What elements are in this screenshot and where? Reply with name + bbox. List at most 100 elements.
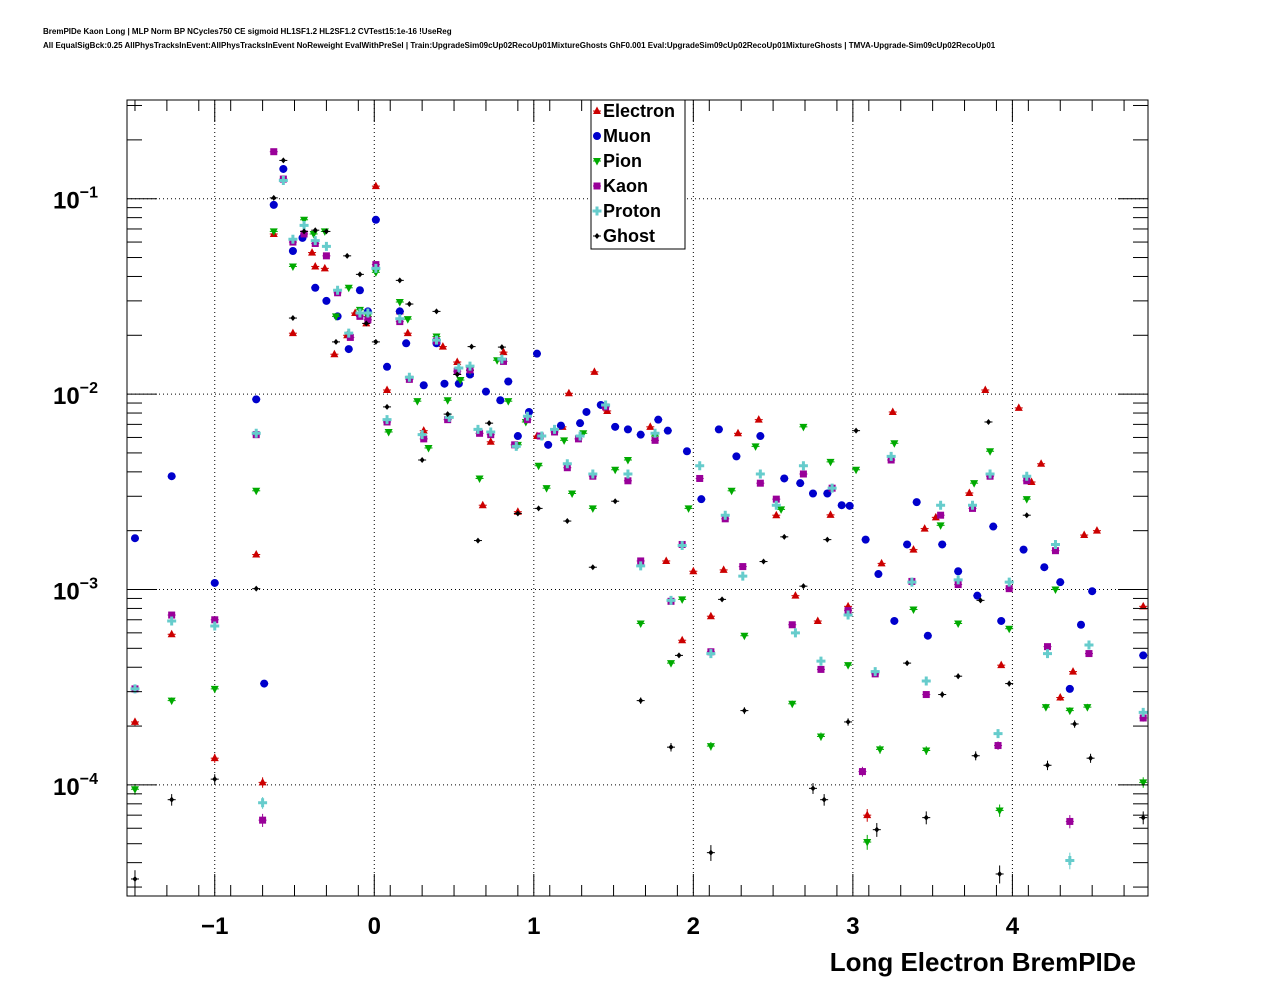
data-point-kaon — [1066, 817, 1074, 825]
data-point-ghost — [676, 652, 682, 659]
x-tick-label: 3 — [846, 913, 859, 940]
data-point-muon — [167, 472, 176, 481]
data-point-electron — [383, 385, 392, 393]
data-point-electron — [706, 611, 715, 620]
data-point-ghost — [1006, 680, 1012, 687]
data-point-proton — [738, 571, 748, 581]
data-point-muon — [402, 339, 411, 348]
data-point-ghost — [800, 583, 806, 590]
data-point-kaon — [346, 333, 354, 341]
data-point-electron — [371, 181, 380, 190]
data-point-muon — [395, 307, 404, 316]
data-point-ghost — [515, 510, 521, 517]
data-point-electron — [1037, 459, 1046, 467]
data-point-kaon — [270, 148, 278, 156]
data-point-muon — [582, 407, 591, 416]
data-point-proton — [755, 469, 765, 479]
data-point-muon — [383, 362, 392, 371]
data-point-kaon — [211, 616, 219, 624]
data-point-kaon — [937, 511, 945, 519]
data-point-proton — [650, 428, 660, 438]
data-point-electron — [754, 415, 763, 423]
data-point-pion — [1022, 496, 1031, 504]
legend-label-kaon: Kaon — [603, 176, 648, 196]
data-point-pion — [534, 462, 543, 471]
legend-marker-electron — [593, 106, 601, 114]
x-tick-label: 2 — [687, 913, 700, 940]
data-point-pion — [288, 263, 297, 271]
data-point-proton — [771, 500, 781, 510]
data-point-electron — [909, 545, 918, 553]
data-point-ghost — [486, 420, 492, 427]
data-point-electron — [590, 367, 599, 375]
data-point-pion — [678, 596, 687, 604]
data-point-muon — [544, 440, 553, 449]
data-point-ghost — [363, 320, 369, 327]
data-point-electron — [888, 407, 897, 415]
data-point-proton — [1050, 539, 1060, 549]
chart-title-line-2: All EqualSigBck:0.25 AllPhysTracksInEven… — [43, 41, 996, 50]
data-point-proton — [167, 616, 177, 626]
data-point-kaon — [1085, 650, 1093, 658]
data-point-pion — [986, 448, 995, 456]
data-point-proton — [310, 236, 320, 246]
data-point-ghost — [132, 875, 138, 882]
y-tick-label: 10−2 — [53, 380, 98, 410]
data-point-pion — [167, 697, 176, 706]
data-point-muon — [419, 381, 428, 390]
data-point-kaon — [364, 316, 372, 324]
data-point-ghost — [445, 411, 451, 418]
data-point-pion — [740, 632, 749, 641]
data-point-kaon — [788, 621, 796, 629]
data-point-proton — [695, 461, 705, 471]
data-point-muon — [654, 415, 663, 424]
data-point-kaon — [1023, 477, 1031, 485]
data-point-ghost — [1072, 720, 1078, 727]
data-point-ghost — [939, 691, 945, 698]
data-point-electron — [210, 753, 219, 762]
data-point-pion — [475, 475, 484, 483]
data-point-proton — [210, 621, 220, 631]
data-point-electron — [1056, 693, 1065, 701]
data-point-pion — [970, 480, 979, 488]
data-point-electron — [130, 717, 139, 725]
data-point-pion — [788, 700, 797, 709]
data-point-ghost — [301, 228, 307, 235]
data-point-proton — [258, 798, 268, 808]
data-point-muon — [874, 570, 883, 579]
data-point-pion — [568, 490, 577, 498]
data-point-proton — [1084, 640, 1094, 650]
data-point-muon — [260, 679, 269, 688]
data-point-muon — [576, 419, 585, 428]
data-point-proton — [251, 428, 261, 438]
data-point-electron — [1069, 667, 1078, 675]
data-point-proton — [1004, 577, 1014, 587]
data-point-pion — [403, 316, 412, 324]
data-point-proton — [431, 335, 441, 345]
data-point-muon — [938, 540, 947, 549]
data-point-ghost — [741, 707, 747, 714]
data-point-pion — [424, 444, 433, 453]
data-point-electron — [981, 385, 990, 393]
data-point-ghost — [1024, 512, 1030, 519]
data-point-pion — [542, 485, 551, 493]
data-point-pion — [936, 522, 945, 530]
data-point-proton — [1022, 471, 1032, 481]
data-point-pion — [269, 228, 278, 236]
axis-tick-labels: −1 0 1 2 3 410−110−210−310−4 — [53, 185, 1020, 940]
data-point-ghost — [253, 585, 259, 592]
data-point-kaon — [499, 357, 507, 365]
data-point-proton — [1138, 707, 1148, 717]
data-point-ghost — [821, 796, 827, 803]
data-point-muon — [663, 426, 672, 435]
y-tick-exponent: −2 — [80, 380, 98, 397]
data-point-proton — [1065, 856, 1075, 866]
y-tick-exponent: −4 — [80, 771, 98, 788]
data-point-ghost — [1088, 755, 1094, 762]
data-point-pion — [667, 660, 676, 668]
data-point-ghost — [344, 252, 350, 259]
y-tick-base: 10 — [53, 188, 80, 215]
data-point-muon — [532, 349, 541, 358]
data-point-electron — [791, 591, 800, 599]
